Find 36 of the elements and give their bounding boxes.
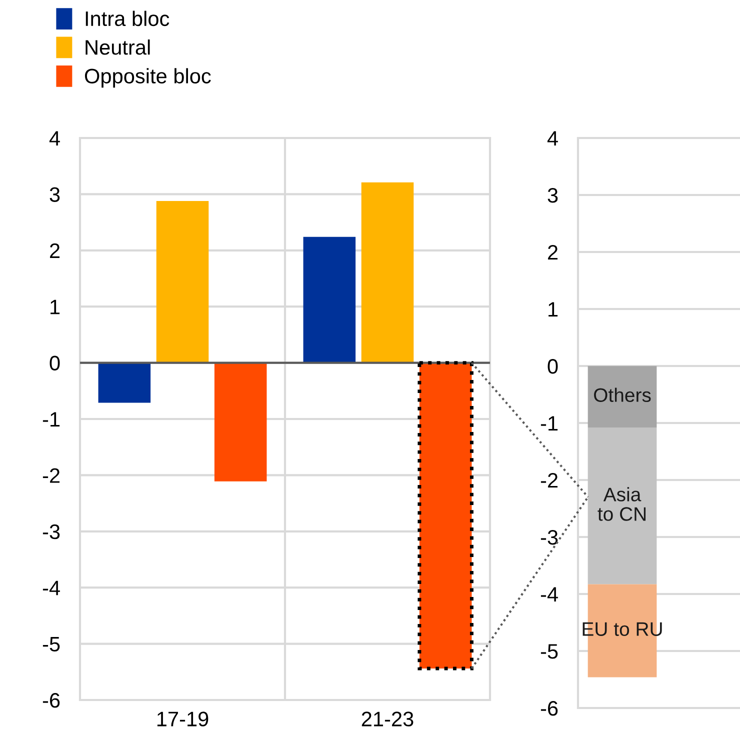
y-tick-label: 0 <box>548 359 558 374</box>
y-tick-label: -6 <box>42 693 60 708</box>
bar <box>303 236 356 363</box>
y-tick-label: -1 <box>540 416 558 431</box>
y-tick-label: 1 <box>548 302 558 317</box>
y-tick-label: -3 <box>540 530 558 545</box>
y-tick-label: -4 <box>42 580 60 596</box>
x-tick-label: 17-19 <box>157 712 208 726</box>
y-tick-label: 4 <box>547 131 558 146</box>
legend-label: Neutral <box>86 39 150 55</box>
legend-label: Intra bloc <box>86 10 170 26</box>
y-tick-label: 2 <box>50 243 60 258</box>
y-tick-label: -2 <box>42 468 60 483</box>
y-tick-label: 3 <box>548 188 558 203</box>
bar <box>588 366 657 428</box>
x-tick-label: 21-23 <box>362 712 414 726</box>
y-tick-label: 1 <box>50 300 60 314</box>
bar <box>156 200 209 363</box>
y-tick-label: 2 <box>548 245 558 260</box>
y-tick-label: -5 <box>540 644 558 659</box>
bar <box>98 362 151 403</box>
bar <box>361 182 414 363</box>
y-tick-label: -1 <box>42 412 60 427</box>
series-label: Others <box>594 388 651 402</box>
bar <box>214 362 267 482</box>
y-tick-label: -2 <box>540 473 558 488</box>
y-tick-label: -3 <box>42 524 60 540</box>
y-tick-label: -4 <box>540 587 558 602</box>
series-label: Asia to CN <box>598 487 646 521</box>
y-tick-label: 0 <box>50 356 60 371</box>
y-tick-label: -5 <box>42 637 60 652</box>
y-tick-label: 3 <box>50 187 60 202</box>
bar <box>588 428 657 584</box>
legend-label: Opposite bloc <box>84 68 211 88</box>
y-tick-label: -6 <box>540 701 558 716</box>
y-tick-label: 4 <box>49 131 60 146</box>
